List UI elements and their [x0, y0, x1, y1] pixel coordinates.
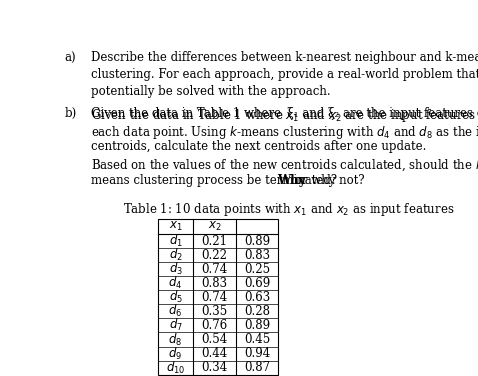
Text: Given the data in Table 1 where $x_1$ and $x_2$ are the input features of: Given the data in Table 1 where $x_1$ an… [91, 107, 478, 124]
Text: a): a) [64, 52, 76, 65]
Text: 0.76: 0.76 [201, 319, 228, 332]
Text: 0.83: 0.83 [201, 277, 228, 290]
Text: 0.45: 0.45 [244, 333, 270, 346]
Text: 0.28: 0.28 [244, 305, 270, 318]
Text: 0.89: 0.89 [244, 235, 270, 248]
Text: $d_1$: $d_1$ [169, 233, 183, 249]
Text: $d_6$: $d_6$ [168, 303, 183, 320]
Text: 0.89: 0.89 [244, 319, 270, 332]
Text: 0.25: 0.25 [244, 263, 270, 276]
Text: 0.69: 0.69 [244, 277, 270, 290]
Text: $d_5$: $d_5$ [169, 289, 183, 305]
Text: $x_2$: $x_2$ [207, 220, 221, 233]
Text: $d_3$: $d_3$ [169, 261, 183, 277]
Text: or why not?: or why not? [291, 174, 365, 187]
Text: $d_{10}$: $d_{10}$ [166, 359, 185, 376]
Text: potentially be solved with the approach.: potentially be solved with the approach. [91, 85, 331, 98]
Text: 0.21: 0.21 [201, 235, 228, 248]
Text: Describe the differences between k-nearest neighbour and k-means: Describe the differences between k-neare… [91, 52, 478, 65]
Text: 0.63: 0.63 [244, 291, 270, 304]
Text: 0.34: 0.34 [201, 361, 228, 374]
Text: each data point. Using $k$-means clustering with $d_4$ and $d_8$ as the initial: each data point. Using $k$-means cluster… [91, 124, 478, 141]
Text: $x_1$: $x_1$ [169, 220, 183, 233]
Text: $d_8$: $d_8$ [168, 331, 183, 347]
Text: $d_7$: $d_7$ [169, 317, 183, 334]
Text: 0.87: 0.87 [244, 361, 270, 374]
Text: centroids, calculate the next centroids after one update.: centroids, calculate the next centroids … [91, 141, 426, 153]
Text: b): b) [64, 107, 76, 120]
Text: Given the data in Table 1 where  ξ₁ and ξ₂ are the input features of: Given the data in Table 1 where ξ₁ and ξ… [91, 107, 478, 120]
Text: Based on the values of the new centroids calculated, should the $k$-: Based on the values of the new centroids… [91, 157, 478, 173]
Text: Table 1: 10 data points with $x_1$ and $x_2$ as input features: Table 1: 10 data points with $x_1$ and $… [123, 201, 454, 218]
Text: Why: Why [277, 174, 306, 187]
Text: 0.22: 0.22 [201, 249, 228, 262]
Text: 0.83: 0.83 [244, 249, 270, 262]
Text: 0.44: 0.44 [201, 347, 228, 360]
Text: 0.54: 0.54 [201, 333, 228, 346]
Text: $d_9$: $d_9$ [168, 346, 183, 362]
Text: $d_4$: $d_4$ [168, 275, 183, 291]
Text: 0.74: 0.74 [201, 291, 228, 304]
Text: 0.35: 0.35 [201, 305, 228, 318]
Text: means clustering process be terminated?: means clustering process be terminated? [91, 174, 341, 187]
Text: $d_2$: $d_2$ [169, 247, 183, 263]
Text: 0.94: 0.94 [244, 347, 270, 360]
Text: clustering. For each approach, provide a real-world problem that can: clustering. For each approach, provide a… [91, 68, 478, 81]
Text: 0.74: 0.74 [201, 263, 228, 276]
